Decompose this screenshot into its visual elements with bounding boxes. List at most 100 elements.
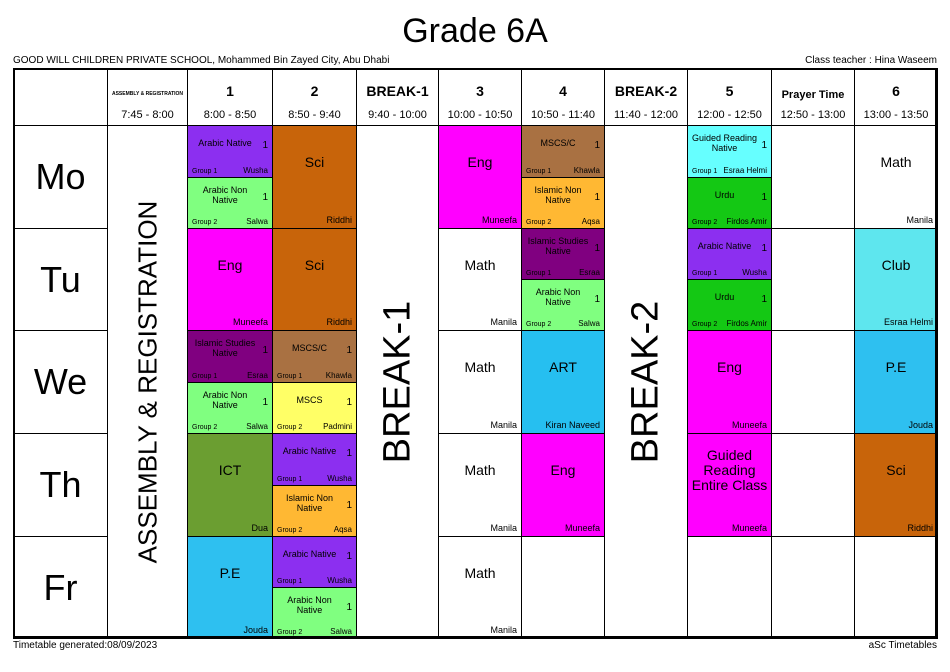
lesson-group: Group 2: [692, 219, 718, 226]
column-header: 6 13:00 - 13:50: [854, 68, 938, 126]
lesson-teacher: Khawla: [573, 166, 600, 175]
lesson: Islamic Studies Native 1 Group 1 Esraa: [521, 228, 605, 280]
lesson-teacher: Wusha: [742, 268, 767, 277]
lesson-number: 1: [262, 345, 268, 356]
lesson-teacher: Khawla: [325, 371, 352, 380]
lesson-teacher: Muneefa: [731, 420, 767, 430]
lesson-number: 1: [761, 294, 767, 305]
lesson-group: Group 1: [277, 476, 303, 483]
column-header: ASSEMBLY & REGISTRATION 7:45 - 8:00: [107, 68, 188, 126]
lesson: Arabic Native 1 Group 1 Wusha: [687, 228, 772, 280]
lesson-number: 1: [346, 345, 352, 356]
lesson-teacher: Dua: [251, 523, 268, 533]
lesson-number: 1: [594, 192, 600, 203]
lesson-subject: Urdu: [714, 291, 735, 302]
lesson-teacher: Manila: [906, 215, 933, 225]
column-label: 2: [310, 83, 319, 99]
header-corner: [13, 68, 108, 126]
lesson: ART Kiran Naveed: [521, 330, 605, 434]
lesson: Arabic Non Native 1 Group 2 Salwa: [187, 382, 273, 434]
lesson-subject: Arabic Non Native: [287, 595, 332, 615]
column-header: 3 10:00 - 10:50: [438, 68, 522, 126]
lesson-number: 1: [761, 243, 767, 254]
lesson-number: 1: [346, 602, 352, 613]
lesson-number: 1: [346, 551, 352, 562]
lesson-teacher: Salwa: [578, 319, 600, 328]
lesson-subject: Arabic Non Native: [535, 287, 581, 307]
lesson: Eng Muneefa: [438, 125, 522, 229]
day-label: We: [13, 330, 108, 434]
lesson-subject: Math: [464, 256, 496, 273]
lesson-teacher: Esraa: [579, 268, 600, 277]
lesson-number: 1: [594, 140, 600, 151]
lesson-teacher: Esraa Helmi: [883, 317, 933, 327]
column-time: 8:00 - 8:50: [203, 109, 257, 121]
lesson: Sci Riddhi: [272, 125, 357, 229]
column-time: 9:40 - 10:00: [368, 109, 427, 121]
lesson-group: Group 2: [277, 424, 303, 431]
lesson-teacher: Manila: [490, 317, 517, 327]
lesson: Guided Reading Entire Class Muneefa: [687, 433, 772, 537]
lesson: Math Manila: [854, 125, 938, 229]
span-cell: BREAK-1: [356, 125, 439, 639]
lesson: Islamic Studies Native 1 Group 1 Esraa: [187, 330, 273, 383]
lesson-teacher: Riddhi: [326, 215, 352, 225]
lesson: Arabic Non Native 1 Group 2 Salwa: [272, 587, 357, 639]
lesson: Math Manila: [438, 228, 522, 331]
column-header: BREAK-1 9:40 - 10:00: [356, 68, 439, 126]
lesson: Urdu 1 Group 2 Firdos Amir: [687, 177, 772, 229]
lesson-subject: Arabic Non Native: [202, 185, 248, 205]
column-label: 4: [559, 83, 567, 99]
lesson: Sci Riddhi: [272, 228, 357, 331]
lesson: MSCS/C 1 Group 1 Khawla: [272, 330, 357, 383]
lesson-subject: Eng: [467, 154, 493, 171]
lesson-teacher: Padmini: [323, 422, 352, 431]
lesson-subject: Math: [464, 359, 496, 376]
lesson-subject: MSCS/C: [291, 343, 327, 354]
empty-cell: [771, 125, 855, 229]
lesson-subject: Club: [881, 256, 911, 273]
lesson-group: Group 2: [192, 424, 218, 431]
lesson-group: Group 1: [277, 578, 303, 585]
empty-cell: [521, 536, 605, 639]
lesson-subject: MSCS: [296, 394, 323, 405]
lesson-teacher: Muneefa: [481, 215, 517, 225]
lesson-number: 1: [594, 243, 600, 254]
column-header: 1 8:00 - 8:50: [187, 68, 273, 126]
lesson: Eng Muneefa: [687, 330, 772, 434]
lesson-teacher: Firdos Amir: [726, 319, 767, 328]
lesson-subject: Arabic Native: [198, 138, 252, 149]
lesson: Eng Muneefa: [521, 433, 605, 537]
lesson-subject: Arabic Native: [282, 446, 337, 457]
column-time: 7:45 - 8:00: [121, 109, 174, 121]
lesson-teacher: Muneefa: [564, 523, 600, 533]
lesson-teacher: Manila: [490, 625, 517, 635]
lesson-subject: Urdu: [714, 189, 735, 200]
span-text: BREAK-2: [624, 300, 667, 464]
lesson-subject: ART: [549, 359, 577, 376]
span-cell: ASSEMBLY & REGISTRATION: [107, 125, 188, 639]
column-time: 13:00 - 13:50: [863, 109, 929, 121]
column-label: 5: [725, 83, 734, 99]
lesson-group: Group 1: [277, 373, 303, 380]
day-label: Th: [13, 433, 108, 537]
column-header: 4 10:50 - 11:40: [521, 68, 605, 126]
lesson: Arabic Native 1 Group 1 Wusha: [187, 125, 273, 178]
lesson-teacher: Firdos Amir: [726, 217, 767, 226]
lesson-subject: Eng: [717, 359, 742, 376]
lesson-group: Group 2: [526, 321, 552, 328]
lesson-teacher: Wusha: [327, 576, 352, 585]
class-teacher: Class teacher : Hina Waseem: [805, 55, 937, 66]
empty-cell: [771, 330, 855, 434]
lesson: MSCS 1 Group 2 Padmini: [272, 382, 357, 434]
column-time: 8:50 - 9:40: [288, 109, 341, 121]
lesson-teacher: Kiran Naveed: [545, 420, 600, 430]
lesson-number: 1: [346, 397, 352, 408]
lesson-teacher: Esraa Helmi: [723, 166, 767, 175]
column-header: 5 12:00 - 12:50: [687, 68, 772, 126]
lesson-subject: MSCS/C: [540, 138, 576, 149]
lesson-number: 1: [346, 448, 352, 459]
lesson-number: 1: [761, 140, 767, 151]
lesson: Arabic Non Native 1 Group 2 Salwa: [187, 177, 273, 229]
span-cell: BREAK-2: [604, 125, 688, 639]
